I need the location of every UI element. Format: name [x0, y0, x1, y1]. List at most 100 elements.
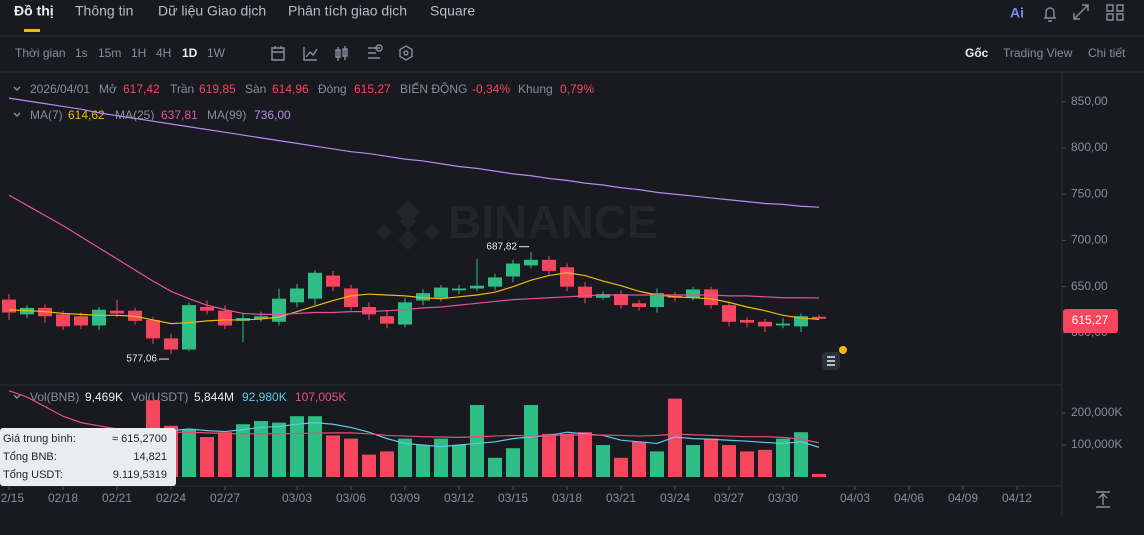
y-tick-label: 800,00: [1071, 140, 1108, 154]
tab[interactable]: Square: [430, 3, 475, 19]
summary-value: 14,821: [133, 451, 167, 463]
candle-body: [452, 288, 466, 291]
x-tick-label: 03/09: [390, 491, 420, 505]
candle-body: [218, 310, 232, 326]
candle-body: [326, 275, 340, 287]
candle-body: [416, 293, 430, 301]
x-tick-label: 04/03: [840, 491, 870, 505]
x-tick-label: 03/21: [606, 491, 636, 505]
volume-bar: [776, 438, 790, 477]
info-label: Sàn: [245, 82, 266, 96]
candle-body: [254, 316, 268, 319]
candle-body: [578, 286, 592, 298]
volume-bar: [326, 435, 340, 477]
candle-body: [290, 288, 304, 303]
info-label: Mở: [99, 82, 117, 96]
vol-label: Vol(BNB): [30, 390, 79, 404]
x-tick-label: 02/18: [48, 491, 78, 505]
volume-bar: [668, 398, 682, 477]
volume-bar: [542, 433, 556, 477]
volume-bar: [236, 424, 250, 477]
info-value: -0,34%: [472, 82, 510, 96]
volume-bar: [200, 437, 214, 477]
volume-bar: [650, 451, 664, 477]
volume-bar: [398, 438, 412, 477]
ma-value: 736,00: [254, 108, 291, 122]
vol-legend: Vol(BNB) 9,469K Vol(USDT) 5,844M 92,980K 107,…: [30, 390, 346, 404]
view-option[interactable]: Chi tiết: [1088, 46, 1126, 60]
volume-bar: [380, 451, 394, 477]
ma-label: MA(7): [30, 108, 63, 122]
indicator-icon[interactable]: [303, 47, 318, 61]
candle-body: [308, 272, 322, 299]
y-tick-label: 750,00: [1071, 186, 1108, 200]
volume-bar: [362, 454, 376, 477]
volume-bar: [632, 441, 646, 477]
summary-value: 9.119,5319: [113, 469, 167, 481]
volume-bar: [218, 432, 232, 477]
tab[interactable]: Thông tin: [75, 3, 133, 19]
vol-value: 92,980K: [242, 390, 287, 404]
info-value: 614,96: [272, 82, 309, 96]
y-tick-label: 100,000K: [1071, 437, 1122, 451]
candle-body: [632, 303, 646, 307]
interval[interactable]: 15m: [98, 46, 121, 60]
candle-body: [74, 316, 88, 326]
interval[interactable]: 1D: [182, 46, 198, 60]
interval[interactable]: 1H: [131, 46, 146, 60]
x-tick-label: 03/24: [660, 491, 690, 505]
volume-bar: [560, 433, 574, 477]
candle-body: [470, 285, 484, 289]
view-option[interactable]: Gốc: [965, 46, 989, 60]
candle-body: [164, 338, 178, 350]
summary-box: Giá trung bình: ≈ 615,2700 Tổng BNB: 14,821…: [0, 428, 176, 486]
ai-button[interactable]: Ai: [1010, 5, 1024, 21]
chevron[interactable]: [13, 86, 21, 91]
volume-bar: [488, 457, 502, 477]
view-option[interactable]: Trading View: [1003, 46, 1073, 60]
x-tick-label: 04/12: [1002, 491, 1032, 505]
volume-bar: [308, 416, 322, 477]
x-tick-label: 02/15: [0, 491, 24, 505]
chevron[interactable]: [13, 112, 21, 117]
candle-body: [398, 302, 412, 325]
interval[interactable]: 1W: [207, 46, 226, 60]
interval[interactable]: 4H: [156, 46, 171, 60]
candle-body: [722, 305, 736, 322]
volume-bar: [524, 405, 538, 477]
info-value: 617,42: [123, 82, 160, 96]
ma-line: [8, 97, 820, 208]
y-tick-label: 850,00: [1071, 94, 1108, 108]
interval[interactable]: 1s: [75, 46, 88, 60]
volume-bar: [416, 445, 430, 477]
candle-body: [560, 267, 574, 287]
bell-icon[interactable]: [1044, 7, 1056, 22]
tab-underline: [24, 29, 40, 32]
settings-icon[interactable]: [368, 44, 383, 59]
x-tick-label: 03/12: [444, 491, 474, 505]
volume-bar: [290, 416, 304, 477]
scroll-icon[interactable]: [1096, 491, 1110, 508]
ma-value: 637,81: [161, 108, 198, 122]
chevron[interactable]: [13, 394, 21, 399]
alert-glyph: [827, 356, 835, 366]
layout-icon[interactable]: [1106, 4, 1124, 21]
tab[interactable]: Đồ thị: [14, 3, 54, 19]
expand-icon[interactable]: [1073, 4, 1089, 20]
candle-body: [2, 299, 16, 313]
calendar-icon[interactable]: [271, 46, 285, 61]
x-tick-label: 03/06: [336, 491, 366, 505]
summary-label: Giá trung bình:: [3, 433, 76, 445]
info-fields: Mở 617,42 Trần 619,85 Sàn 614,96 Đóng 615,27 BIẾ…: [99, 81, 594, 96]
info-value: 619,85: [199, 82, 236, 96]
tab[interactable]: Dữ liệu Giao dịch: [158, 3, 266, 19]
tool-icon[interactable]: [399, 45, 413, 61]
tab[interactable]: Phân tích giao dịch: [288, 3, 407, 19]
candle-body: [182, 305, 196, 350]
candle-body: [56, 314, 70, 327]
candle-icon[interactable]: [335, 46, 348, 61]
x-tick-label: 02/27: [210, 491, 240, 505]
price-badge: [1063, 309, 1118, 333]
candle-body: [650, 293, 664, 307]
